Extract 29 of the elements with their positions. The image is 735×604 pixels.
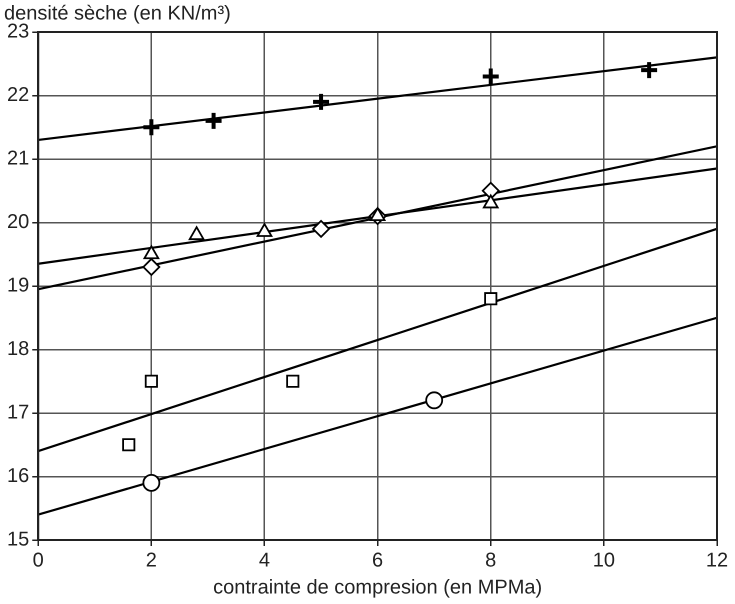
point <box>286 374 300 388</box>
point <box>204 110 224 131</box>
y-tick-label: 20 <box>6 211 30 234</box>
point <box>425 391 444 410</box>
x-tick-label: 0 <box>32 550 44 572</box>
x-tick-label: 4 <box>258 550 270 572</box>
x-tick-label: 8 <box>485 550 496 572</box>
point <box>141 117 162 138</box>
y-tick-label: 17 <box>6 402 30 424</box>
x-axis-title: contrainte de compresion (en MPMa) <box>213 576 542 599</box>
point <box>639 60 660 80</box>
point <box>122 438 136 452</box>
y-tick-label: 15 <box>6 528 30 551</box>
point <box>142 474 160 492</box>
x-tick-label: 2 <box>146 550 157 572</box>
y-tick-label: 16 <box>6 465 30 488</box>
y-tick-label: 18 <box>6 338 30 360</box>
x-tick-label: 6 <box>372 550 384 572</box>
x-tick-label: 10 <box>592 550 615 572</box>
y-tick-label: 22 <box>6 84 30 106</box>
point <box>482 182 500 200</box>
y-tick-label: 21 <box>6 148 30 170</box>
point <box>312 220 330 238</box>
x-tick-label: 12 <box>706 550 728 572</box>
point <box>484 292 498 306</box>
y-tick-label: 19 <box>6 274 30 297</box>
point <box>311 92 332 112</box>
point <box>142 258 160 276</box>
point <box>144 374 158 388</box>
